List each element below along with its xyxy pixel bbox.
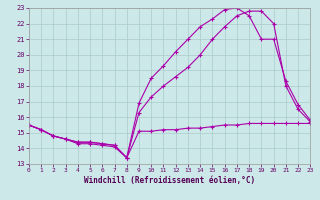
- X-axis label: Windchill (Refroidissement éolien,°C): Windchill (Refroidissement éolien,°C): [84, 176, 255, 185]
